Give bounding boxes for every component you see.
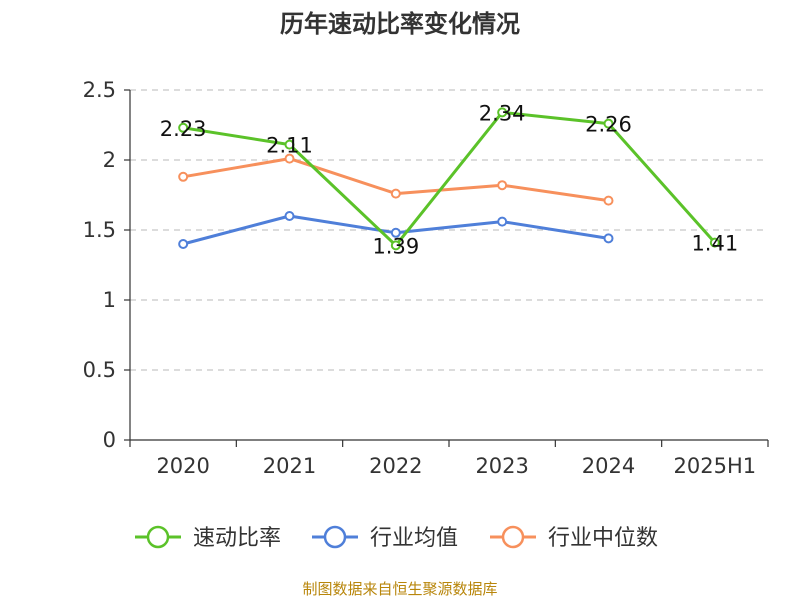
data-point xyxy=(603,118,614,129)
gridlines xyxy=(130,89,768,371)
data-point xyxy=(497,216,508,227)
data-label: 1.41 xyxy=(691,232,738,256)
data-labels: 2.23 2.11 1.39 2.34 2.26 1.41 xyxy=(160,101,738,258)
data-label: 1.39 xyxy=(372,234,419,258)
legend-item[interactable]: 行业均值 xyxy=(312,525,458,551)
legend-item[interactable]: 行业中位数 xyxy=(490,525,658,551)
data-point xyxy=(497,180,508,191)
series-line xyxy=(182,110,716,247)
data-point xyxy=(603,233,614,244)
chart-title: 历年速动比率变化情况 xyxy=(280,10,520,38)
data-label: 2.23 xyxy=(160,117,207,141)
legend-swatch-marker xyxy=(146,525,170,549)
x-tick-label: 2021 xyxy=(263,454,316,478)
y-tick-label: 0 xyxy=(103,428,116,452)
data-point xyxy=(709,237,720,248)
data-point xyxy=(178,171,189,182)
data-point xyxy=(178,122,189,133)
data-point xyxy=(603,195,614,206)
data-point xyxy=(390,188,401,199)
x-tick-label: 2022 xyxy=(369,454,422,478)
x-tick-label: 2025H1 xyxy=(674,454,757,478)
y-tick-label: 2 xyxy=(103,148,116,172)
legend-swatch-marker xyxy=(501,525,525,549)
data-point xyxy=(284,139,295,150)
data-point xyxy=(390,240,401,251)
legend[interactable]: 速动比率 行业均值 行业中位数 xyxy=(135,525,658,551)
axes: 0 0.5 1 1.5 2 2.5 2020 2021 2022 2023 2024 2025H1 xyxy=(83,78,769,478)
x-tick-label: 2020 xyxy=(156,454,209,478)
data-label: 2.11 xyxy=(266,134,313,158)
data-label: 2.26 xyxy=(585,113,632,137)
data-point xyxy=(497,107,508,118)
y-tick-label: 0.5 xyxy=(83,358,116,382)
y-tick-label: 1.5 xyxy=(83,218,116,242)
y-tick-label: 2.5 xyxy=(83,78,116,102)
data-label: 2.34 xyxy=(479,101,526,125)
legend-item[interactable]: 速动比率 xyxy=(135,525,281,551)
legend-label: 速动比率 xyxy=(193,526,281,551)
x-tick-label: 2023 xyxy=(475,454,528,478)
y-tick-label: 1 xyxy=(103,288,116,312)
legend-swatch-marker xyxy=(323,525,347,549)
data-point xyxy=(178,239,189,249)
source-note: 制图数据来自恒生聚源数据库 xyxy=(302,580,498,598)
data-point xyxy=(284,211,295,221)
x-tick-label: 2024 xyxy=(582,454,635,478)
legend-label: 行业中位数 xyxy=(548,526,658,551)
legend-label: 行业均值 xyxy=(370,526,458,551)
data-point xyxy=(284,153,295,164)
series-lines xyxy=(178,107,720,251)
data-point xyxy=(390,227,401,238)
